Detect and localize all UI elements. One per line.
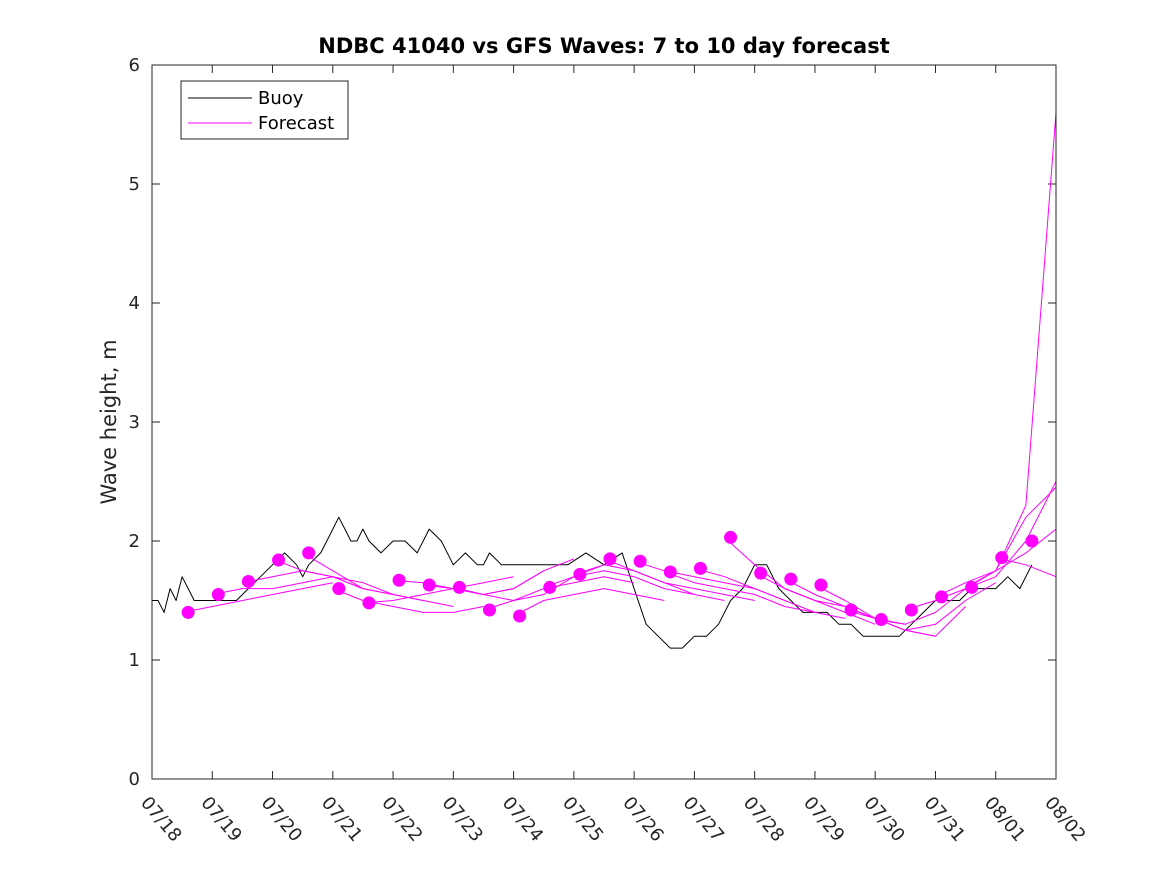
forecast-point bbox=[663, 565, 677, 579]
forecast-point bbox=[633, 554, 647, 568]
legend: Buoy Forecast bbox=[180, 80, 349, 140]
plot-frame bbox=[151, 64, 1057, 780]
forecast-point bbox=[904, 603, 918, 617]
forecast-point bbox=[332, 582, 346, 596]
forecast-point bbox=[784, 572, 798, 586]
forecast-series-line-1 bbox=[182, 582, 333, 613]
forecast-point bbox=[724, 530, 738, 544]
forecast-series-line-25 bbox=[905, 481, 1057, 611]
forecast-series-line-18 bbox=[694, 567, 846, 619]
forecast-point bbox=[1025, 534, 1039, 548]
forecast-series-line-7 bbox=[362, 576, 514, 604]
plot-area bbox=[152, 65, 1056, 779]
forecast-point bbox=[272, 553, 286, 567]
forecast-point bbox=[995, 551, 1009, 565]
forecast-point bbox=[241, 574, 255, 588]
forecast-point bbox=[362, 596, 376, 610]
forecast-point bbox=[814, 578, 828, 592]
y-tick-label: 0 bbox=[129, 769, 140, 790]
forecast-point bbox=[392, 573, 406, 587]
forecast-point bbox=[874, 613, 888, 627]
forecast-series-line-5 bbox=[302, 552, 454, 607]
chart-title: NDBC 41040 vs GFS Waves: 7 to 10 day for… bbox=[318, 34, 889, 58]
y-tick-label: 5 bbox=[129, 174, 140, 195]
forecast-series-line-23 bbox=[844, 582, 996, 631]
forecast-series-line-6 bbox=[332, 588, 484, 613]
y-tick-label: 2 bbox=[129, 531, 140, 552]
forecast-point bbox=[181, 605, 195, 619]
y-tick-label: 1 bbox=[129, 650, 140, 671]
forecast-point bbox=[302, 546, 316, 560]
forecast-point bbox=[452, 580, 466, 594]
forecast-series-line-13 bbox=[543, 570, 695, 595]
forecast-point bbox=[211, 588, 225, 602]
forecast-point bbox=[965, 580, 979, 594]
y-axis-label: Wave height, m bbox=[97, 339, 121, 504]
forecast-point bbox=[573, 567, 587, 581]
forecast-point bbox=[934, 590, 948, 604]
legend-box bbox=[180, 80, 349, 140]
forecast-point bbox=[543, 580, 557, 594]
legend-forecast-label: Forecast bbox=[258, 113, 334, 134]
forecast-point bbox=[482, 603, 496, 617]
forecast-point bbox=[422, 578, 436, 592]
forecast-series-line-27 bbox=[965, 528, 1057, 588]
y-tick-label: 6 bbox=[129, 55, 140, 76]
forecast-series-line-15 bbox=[603, 558, 755, 601]
legend-buoy-label: Buoy bbox=[258, 88, 304, 109]
series-layer bbox=[152, 112, 1057, 649]
forecast-series-line-12 bbox=[513, 588, 665, 617]
forecast-point bbox=[693, 561, 707, 575]
forecast-series-line-17 bbox=[664, 571, 815, 613]
forecast-point bbox=[513, 609, 527, 623]
forecast-series-line-9 bbox=[423, 558, 575, 595]
forecast-point bbox=[603, 552, 617, 566]
y-tick-label: 3 bbox=[129, 412, 140, 433]
forecast-point bbox=[754, 566, 768, 580]
forecast-point bbox=[844, 603, 858, 617]
forecast-series-line-11 bbox=[483, 576, 635, 611]
y-tick-label: 4 bbox=[129, 293, 140, 314]
